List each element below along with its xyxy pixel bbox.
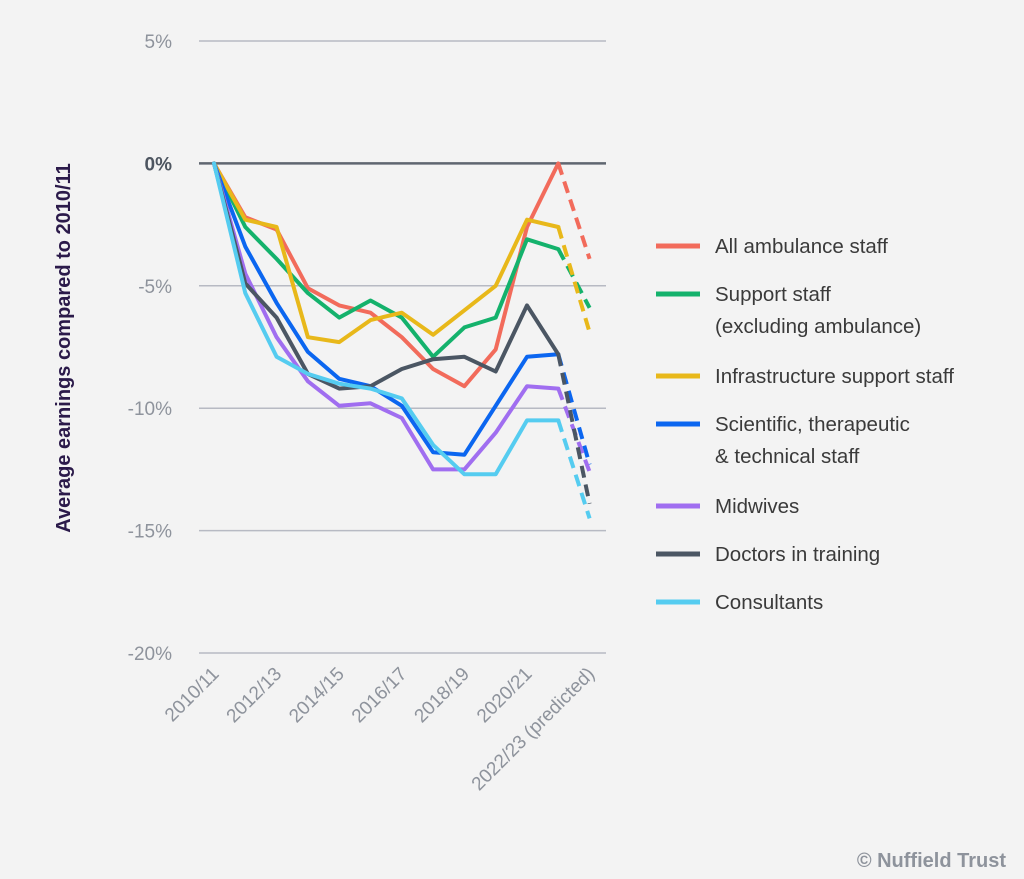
legend-item: Support staff (excluding ambulance) <box>656 283 921 338</box>
copyright-text: © Nuffield Trust <box>857 850 1007 872</box>
legend-label: Support staff <box>715 283 831 306</box>
legend-item: All ambulance staff <box>656 235 888 258</box>
series-line <box>212 161 592 520</box>
legend-label: Midwives <box>715 495 799 518</box>
legend-item: Scientific, therapeutic & technical staff <box>656 413 910 468</box>
series-solid-line <box>212 161 561 359</box>
series-solid-line <box>212 161 561 345</box>
y-tick-label: -5% <box>138 277 172 298</box>
y-tick-label: 5% <box>145 32 173 53</box>
series-predicted-line <box>556 419 592 520</box>
x-tick-label: 2010/11 <box>161 664 223 726</box>
legend-label: & technical staff <box>715 445 860 468</box>
series-predicted-line <box>556 248 592 309</box>
x-tick-label: 2018/19 <box>411 664 474 727</box>
series-solid-line <box>212 161 561 472</box>
legend-label: Infrastructure support staff <box>715 365 954 388</box>
x-tick-label: 2020/21 <box>473 664 536 727</box>
series-solid-line <box>212 161 561 391</box>
y-tick-label: -15% <box>128 522 172 543</box>
gridlines <box>199 40 606 654</box>
series-predicted-line <box>556 353 592 505</box>
legend-item: Consultants <box>656 591 823 614</box>
x-tick-label: 2022/23 (predicted) <box>468 664 599 795</box>
legend-item: Infrastructure support staff <box>656 365 954 388</box>
series-solid-line <box>212 161 561 457</box>
legend-label: Scientific, therapeutic <box>715 413 910 436</box>
series-predicted-line <box>556 353 592 466</box>
series-line <box>212 161 592 505</box>
series-line <box>212 161 592 345</box>
legend-label: Consultants <box>715 591 823 614</box>
legend-item: Midwives <box>656 495 799 518</box>
x-tick-label: 2012/13 <box>223 664 286 727</box>
series-line <box>212 161 592 389</box>
series-predicted-line <box>556 162 592 260</box>
y-tick-label: -20% <box>128 644 172 665</box>
y-axis-label: Average earnings compared to 2010/11 <box>53 163 75 532</box>
series-lines <box>212 161 592 520</box>
y-axis-ticks: 5% 0% -5% -10% -15% -20% <box>128 32 172 665</box>
series-line <box>212 161 592 359</box>
legend-item: Doctors in training <box>656 543 880 566</box>
legend: All ambulance staff Support staff (excludi… <box>656 235 954 614</box>
x-tick-label: 2014/15 <box>285 664 348 727</box>
x-axis-ticks: 2010/11 2012/13 2014/15 2016/17 2018/19 2020/… <box>161 664 599 795</box>
y-tick-label: 0% <box>145 154 173 175</box>
legend-label: Doctors in training <box>715 543 880 566</box>
legend-label: (excluding ambulance) <box>715 315 921 338</box>
series-solid-line <box>212 161 561 477</box>
x-tick-label: 2016/17 <box>348 664 411 727</box>
y-tick-label: -10% <box>128 399 172 420</box>
legend-label: All ambulance staff <box>715 235 888 258</box>
